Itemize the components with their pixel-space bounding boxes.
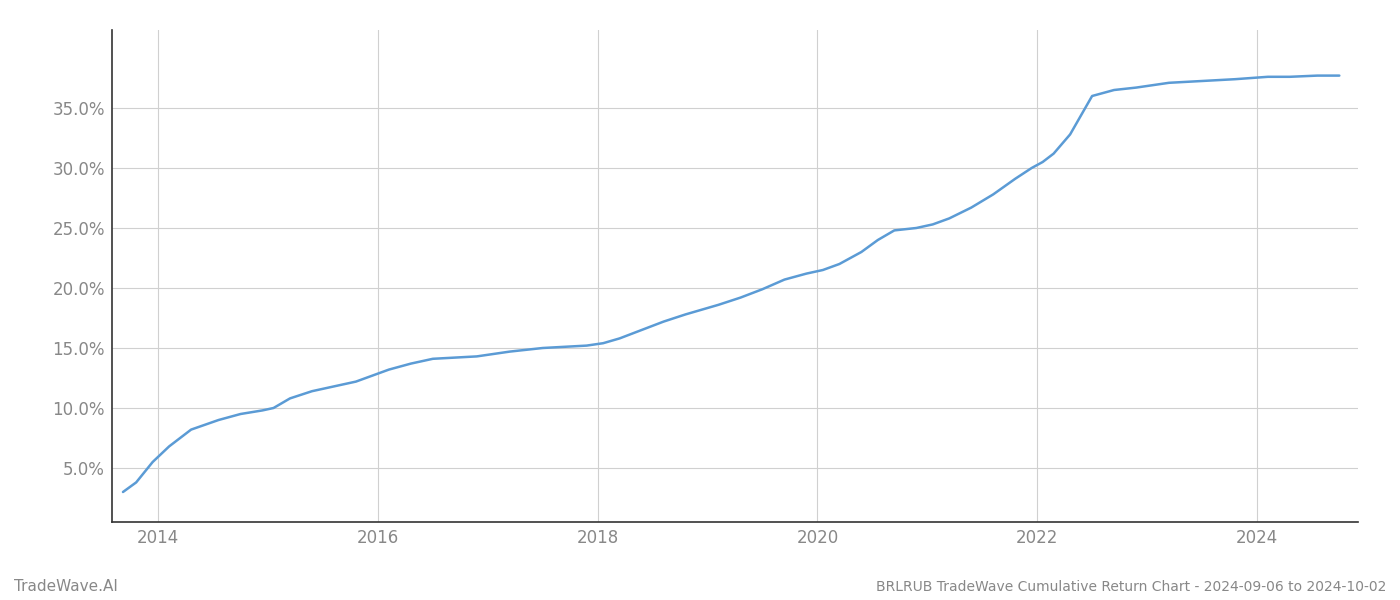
Text: TradeWave.AI: TradeWave.AI (14, 579, 118, 594)
Text: BRLRUB TradeWave Cumulative Return Chart - 2024-09-06 to 2024-10-02: BRLRUB TradeWave Cumulative Return Chart… (875, 580, 1386, 594)
